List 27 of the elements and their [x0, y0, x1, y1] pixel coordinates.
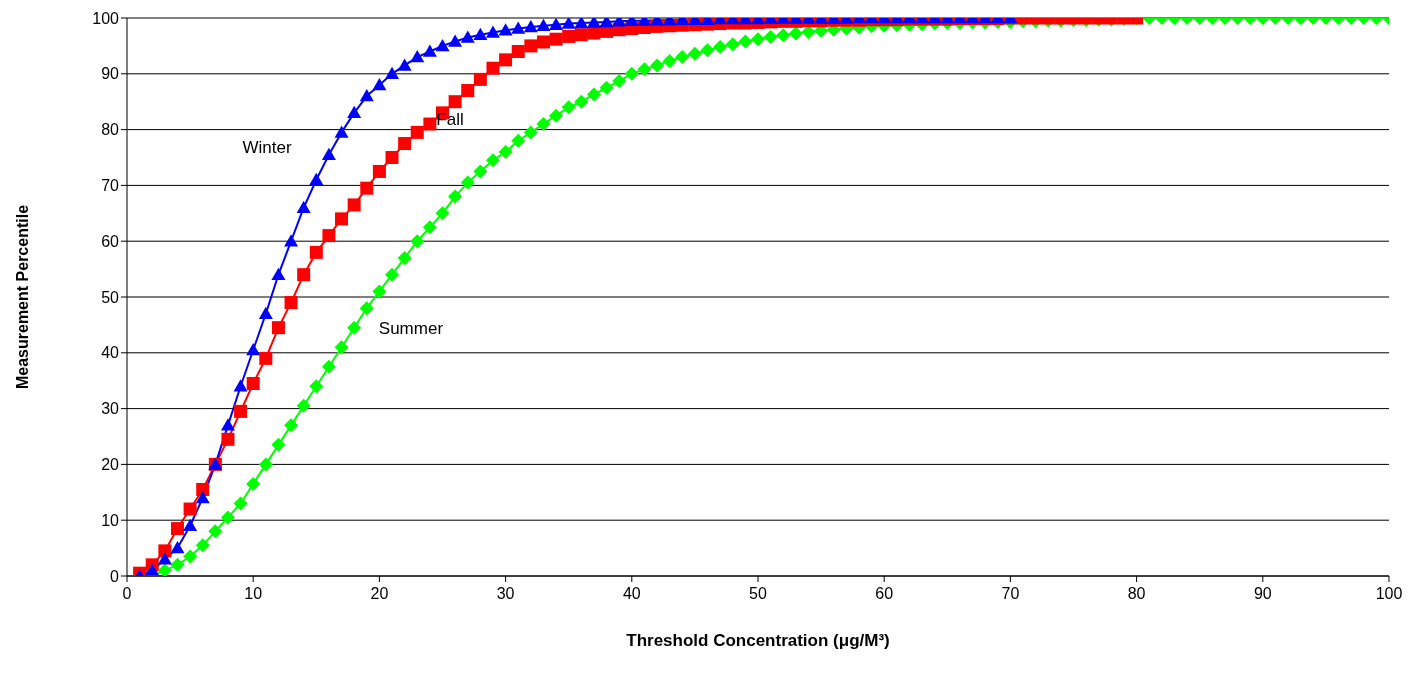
x-tick-label: 80 [1127, 585, 1146, 603]
y-tick-label: 90 [101, 65, 120, 83]
y-tick-label: 20 [101, 456, 120, 474]
y-tick-label: 50 [101, 288, 120, 306]
x-tick-label: 30 [496, 585, 515, 603]
x-tick-label: 20 [370, 585, 389, 603]
series-label: Summer [378, 318, 444, 338]
y-tick-label: 10 [101, 511, 120, 529]
y-tick-label: 60 [101, 232, 120, 250]
y-tick-label: 70 [101, 177, 120, 195]
series-label: Winter [242, 138, 292, 158]
y-tick-label: 30 [101, 400, 120, 418]
y-axis-title: Measurement Percentile [13, 204, 31, 390]
y-tick-label: 80 [101, 121, 120, 139]
y-tick-label: 40 [101, 344, 120, 362]
y-tick-label: 0 [110, 567, 120, 585]
x-tick-label: 60 [875, 585, 894, 603]
x-tick-label: 10 [244, 585, 263, 603]
y-tick-label: 100 [92, 9, 120, 27]
x-tick-label: 100 [1375, 585, 1403, 603]
x-tick-label: 70 [1001, 585, 1020, 603]
x-tick-label: 50 [749, 585, 767, 603]
x-axis-title: Threshold Concentration (μg/M³) [626, 631, 890, 650]
series-label: Fall [436, 110, 464, 130]
x-tick-label: 40 [622, 585, 641, 603]
x-tick-label: 90 [1253, 585, 1272, 603]
x-tick-label: 0 [122, 585, 132, 603]
